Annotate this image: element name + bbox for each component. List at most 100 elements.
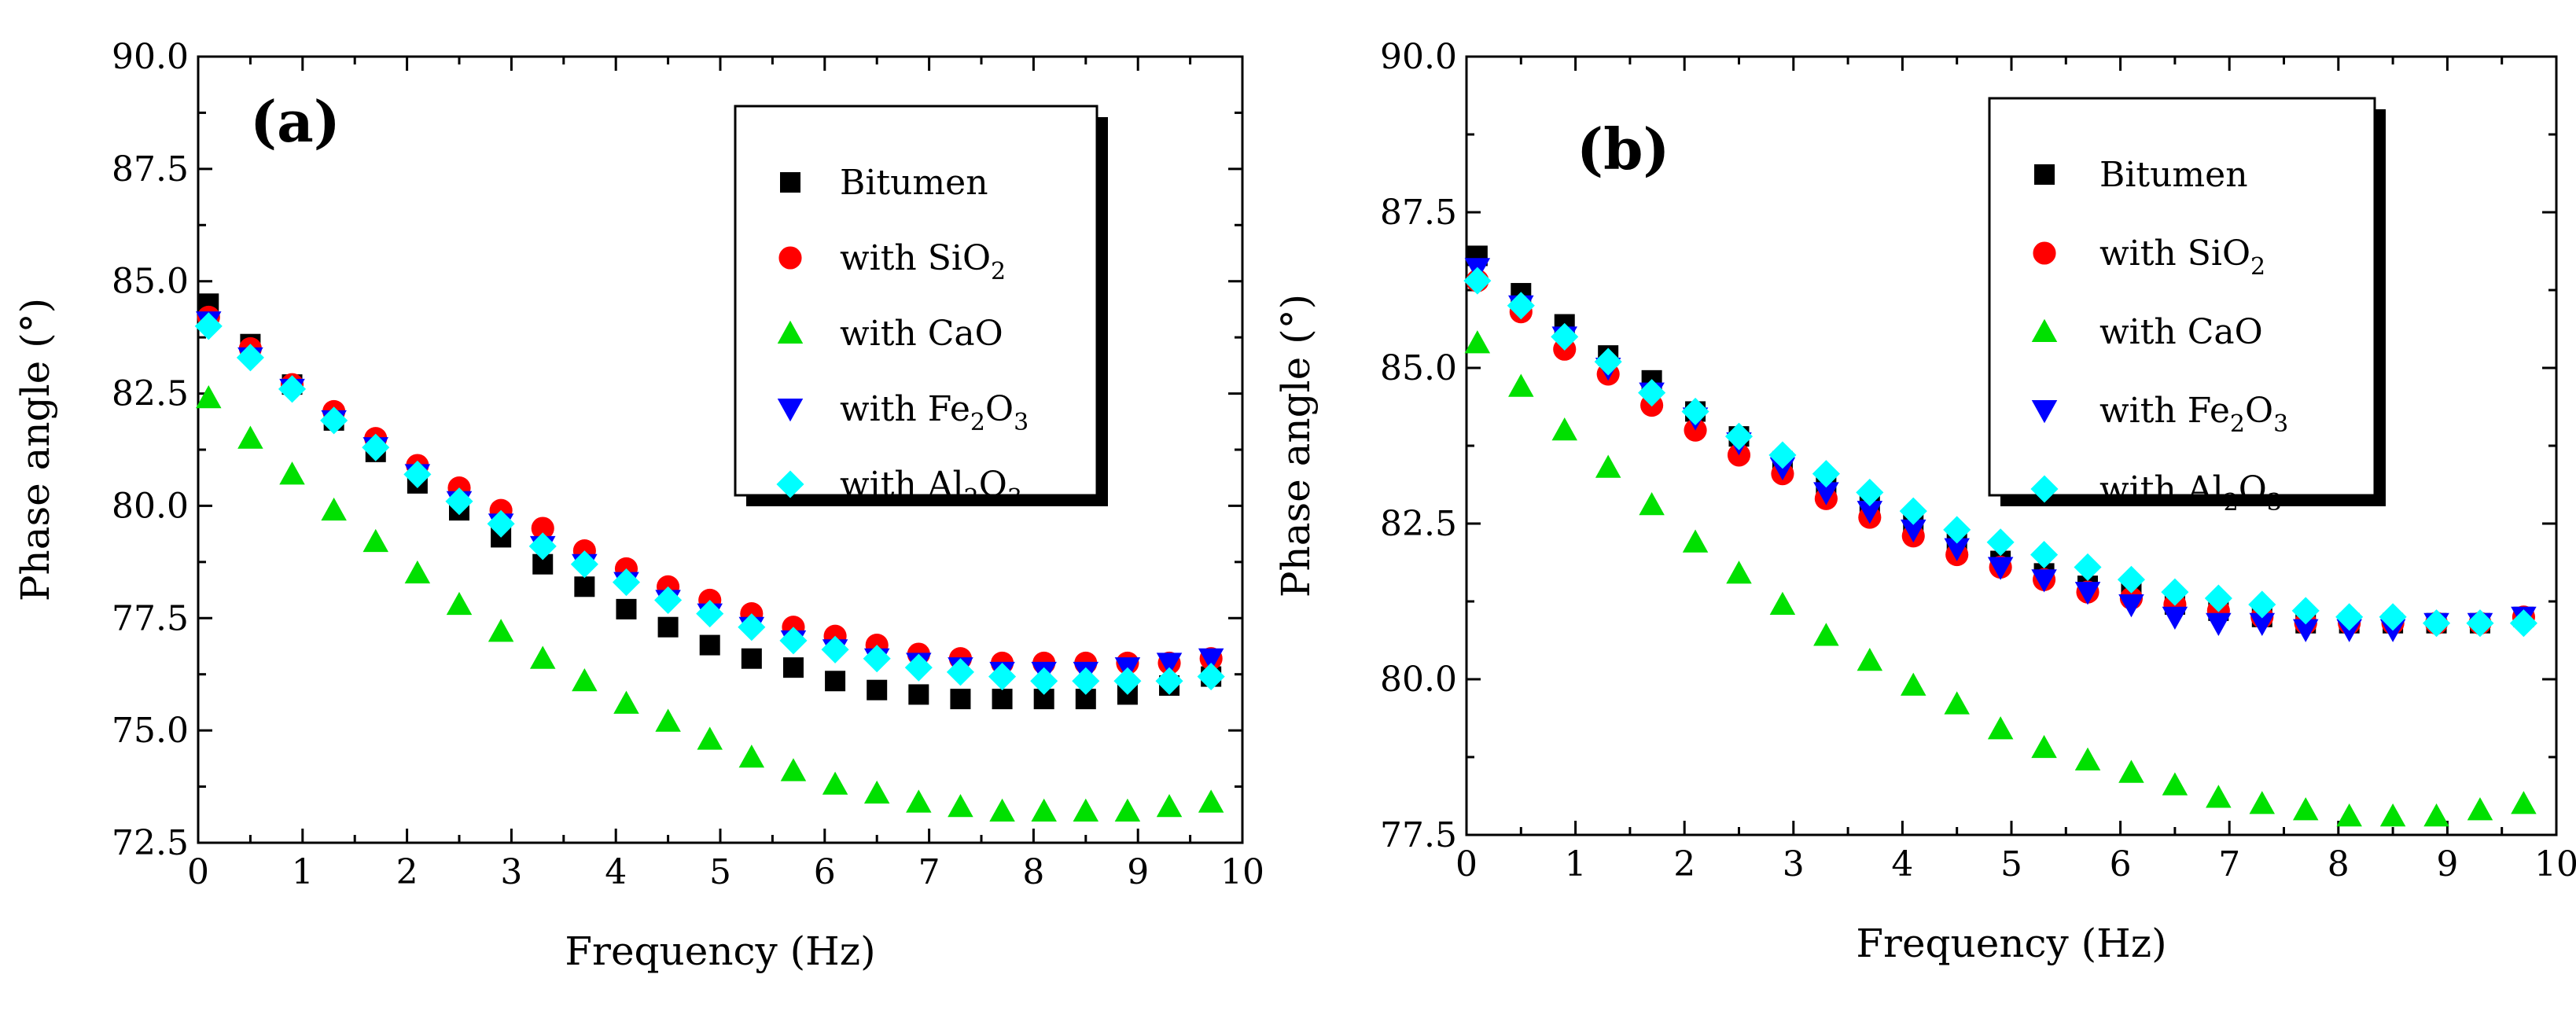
legend-entry-suffix: O (985, 389, 1014, 429)
data-point (1943, 516, 1971, 544)
data-point (2162, 606, 2188, 630)
x-tick-label: 1 (292, 852, 314, 892)
data-point (988, 663, 1017, 691)
data-point (1156, 794, 1183, 818)
y-tick-label: 80.0 (112, 486, 189, 526)
legend-entry: with Fe2O3 (2099, 391, 2288, 438)
data-point (196, 385, 222, 409)
data-point (2466, 609, 2494, 638)
data-point (1463, 267, 1492, 295)
x-tick-label: 2 (1673, 844, 1695, 884)
y-tick-label: 82.5 (1380, 504, 1457, 544)
data-point (906, 789, 932, 813)
x-tick-label: 5 (709, 852, 731, 892)
data-point (863, 645, 891, 673)
data-point (362, 528, 389, 553)
x-tick-label: 0 (1455, 844, 1478, 884)
data-point (1724, 422, 1754, 450)
legend-entry: with Al2O3 (2099, 469, 2282, 517)
y-tick-label: 85.0 (1380, 348, 1457, 388)
x-tick-label: 6 (814, 852, 836, 892)
data-point (1813, 482, 1839, 505)
data-point (1198, 789, 1224, 813)
x-tick-label: 10 (2534, 844, 2576, 884)
data-point (1987, 716, 2014, 740)
data-point (1197, 663, 1225, 691)
legend-entry-suffix: O (2245, 391, 2273, 431)
data-point (821, 635, 849, 664)
data-point (1156, 653, 1183, 676)
data-point (1856, 478, 1884, 506)
x-tick-label: 6 (2110, 844, 2132, 884)
legend-entry: with SiO2 (2099, 233, 2265, 281)
data-point (738, 613, 766, 642)
data-point (1113, 667, 1142, 695)
data-point (529, 645, 556, 669)
data-point (863, 780, 890, 804)
legend-entry-suffix: O (2239, 469, 2267, 509)
x-tick-label: 4 (1891, 844, 1913, 884)
data-point (1595, 454, 1621, 478)
data-point (1551, 322, 1579, 351)
data-point (1030, 667, 1058, 695)
data-point (1639, 491, 1665, 516)
data-point (2074, 747, 2101, 770)
legend-entry: with CaO (840, 314, 1003, 354)
data-point (782, 657, 804, 678)
y-tick-label: 90.0 (1380, 37, 1457, 77)
legend-entry-text: with Fe (2099, 391, 2230, 431)
y-tick-label: 87.5 (112, 149, 189, 189)
data-point (1899, 497, 1927, 525)
x-tick-label: 8 (1022, 852, 1044, 892)
data-point (1638, 379, 1666, 407)
data-point (1857, 501, 1883, 524)
y-tick-label: 90.0 (112, 37, 189, 77)
series-with-al2o3 (1463, 267, 2537, 638)
data-point (696, 600, 724, 628)
legend-entry-suffix: O (979, 465, 1007, 505)
data-point (2467, 797, 2493, 821)
data-point (1986, 528, 2015, 557)
data-point (1769, 591, 1796, 615)
data-point (825, 671, 846, 692)
x-tick-label: 9 (1127, 852, 1149, 892)
data-point (1768, 441, 1797, 469)
data-point (738, 744, 765, 768)
data-point (1857, 647, 1883, 671)
data-point (572, 668, 598, 692)
x-tick-label: 8 (2328, 844, 2350, 884)
legend-subscript: 2 (2250, 253, 2265, 281)
legend-entry-text: with CaO (2099, 312, 2263, 352)
data-point (655, 708, 681, 732)
legend-marker (2030, 475, 2059, 503)
y-tick-label: 80.0 (1380, 660, 1457, 700)
legend-box (734, 105, 1098, 497)
data-point (780, 758, 807, 781)
x-tick-label: 9 (2436, 844, 2458, 884)
data-point (1987, 557, 2014, 580)
legend-marker (777, 399, 804, 422)
data-point (404, 560, 431, 584)
data-point (779, 627, 808, 655)
data-point (867, 679, 888, 700)
data-point (445, 487, 473, 516)
data-point (2074, 582, 2101, 605)
data-point (2249, 791, 2276, 814)
y-axis-label: Phase angle (°) (1273, 294, 1319, 597)
data-point (822, 771, 848, 795)
series-with-al2o3 (194, 312, 1225, 695)
data-point (2292, 797, 2319, 821)
data-point (946, 658, 974, 686)
legend-marker (778, 246, 802, 270)
data-point (362, 433, 390, 461)
y-tick-label: 85.0 (112, 262, 189, 302)
legend-entry: Bitumen (2099, 155, 2248, 195)
legend-entry-text: with Al (840, 465, 964, 505)
legend-subscript: 2 (2224, 489, 2239, 517)
data-point (2423, 803, 2449, 827)
data-point (2379, 603, 2407, 631)
data-point (697, 726, 723, 750)
data-point (194, 312, 223, 340)
data-point (1198, 648, 1224, 671)
data-point (904, 653, 933, 682)
